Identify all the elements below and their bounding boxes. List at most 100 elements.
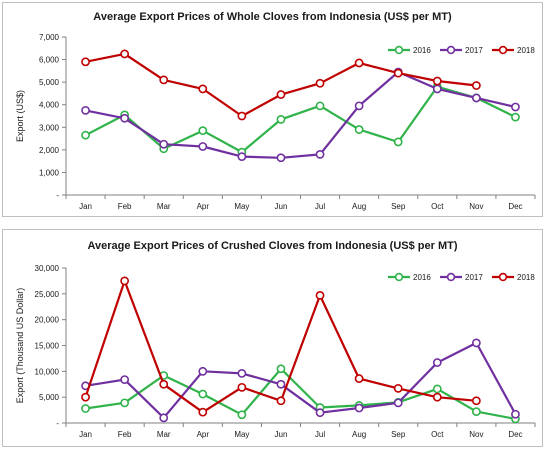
legend-label-2018: 2018	[517, 46, 535, 55]
data-point-2018	[432, 76, 442, 86]
y-tick-label: 15,000	[35, 342, 60, 351]
data-point-2018	[120, 276, 130, 286]
x-tick-label: Dec	[508, 202, 522, 211]
data-point-2017	[432, 84, 442, 94]
data-point-2016	[276, 114, 286, 124]
chart-title: Average Export Prices of Crushed Cloves …	[87, 240, 457, 252]
whole-cloves-chart-panel: Average Export Prices of Whole Cloves fr…	[2, 2, 543, 217]
y-tick-label: 6,000	[39, 56, 60, 65]
data-point-2018	[81, 57, 90, 67]
y-tick-label: 25,000	[35, 290, 60, 299]
y-tick-label: -	[56, 191, 59, 200]
x-tick-label: Sep	[391, 202, 406, 211]
x-tick-label: Mar	[157, 202, 171, 211]
data-point-2017	[276, 153, 286, 163]
data-point-2016	[198, 126, 208, 136]
x-tick-label: Apr	[197, 202, 210, 211]
legend-label-2016: 2016	[413, 46, 431, 55]
legend-label-2017: 2017	[465, 46, 483, 55]
x-tick-label: May	[234, 430, 249, 439]
legend-marker-2018	[498, 272, 508, 282]
y-tick-label: 7,000	[39, 33, 60, 42]
data-point-2017	[315, 408, 325, 418]
series-line-2018	[85, 52, 477, 118]
series-line-2017	[85, 70, 516, 159]
x-tick-label: Jan	[79, 202, 92, 211]
x-tick-label: Jan	[79, 430, 92, 439]
x-tick-label: Nov	[469, 430, 483, 439]
y-tick-label: 4,000	[39, 101, 60, 110]
x-tick-label: Jul	[315, 202, 325, 211]
data-point-2017	[237, 152, 247, 162]
y-tick-label: 5,000	[39, 393, 60, 402]
series-line-2018	[84, 279, 477, 414]
x-tick-label: Jun	[275, 430, 288, 439]
x-tick-label: Dec	[508, 430, 522, 439]
data-point-2016	[511, 112, 520, 122]
data-point-2017	[120, 375, 130, 384]
data-point-2018	[159, 379, 169, 389]
legend-marker-2018	[498, 45, 508, 55]
data-point-2018	[393, 383, 403, 393]
data-point-2017	[354, 403, 364, 413]
x-tick-label: Apr	[197, 430, 210, 439]
chart-title: Average Export Prices of Whole Cloves fr…	[93, 11, 452, 23]
y-axis-label: Export (Thousand US Dollar)	[15, 288, 25, 404]
data-point-2017	[354, 101, 364, 111]
data-point-2018	[237, 382, 247, 392]
data-point-2018	[354, 374, 364, 383]
legend-label-2018: 2018	[517, 273, 535, 282]
x-tick-label: Jul	[315, 430, 325, 439]
data-point-2016	[237, 410, 247, 420]
data-point-2017	[198, 366, 208, 376]
data-point-2016	[198, 389, 208, 399]
data-point-2018	[393, 68, 403, 78]
data-point-2018	[471, 81, 481, 90]
data-point-2017	[276, 379, 286, 389]
data-point-2017	[120, 113, 130, 123]
x-tick-label: Oct	[431, 430, 444, 439]
series-line-2016	[84, 85, 516, 154]
data-point-2016	[315, 101, 325, 111]
legend-label-2017: 2017	[465, 273, 483, 282]
data-point-2016	[120, 398, 130, 408]
data-point-2018	[315, 78, 325, 88]
data-point-2016	[276, 364, 286, 374]
y-tick-label: -	[56, 419, 59, 428]
x-tick-label: Oct	[431, 202, 444, 211]
data-point-2018	[276, 396, 286, 406]
y-tick-label: 5,000	[39, 78, 60, 87]
x-tick-label: Feb	[118, 202, 132, 211]
data-point-2017	[81, 105, 90, 115]
data-point-2018	[159, 75, 169, 85]
whole-cloves-chart: Average Export Prices of Whole Cloves fr…	[15, 11, 536, 211]
data-point-2016	[81, 404, 90, 413]
legend-marker-2016	[394, 45, 404, 55]
data-point-2016	[81, 130, 90, 140]
data-point-2016	[432, 384, 442, 394]
x-tick-label: Aug	[352, 202, 366, 211]
crushed-cloves-chart: Average Export Prices of Crushed Cloves …	[15, 240, 536, 439]
y-tick-label: 30,000	[35, 264, 60, 273]
x-tick-label: Mar	[157, 430, 171, 439]
data-point-2017	[471, 93, 481, 103]
data-point-2017	[393, 398, 403, 408]
data-point-2018	[81, 392, 90, 402]
data-point-2018	[198, 407, 208, 417]
y-tick-label: 2,000	[39, 146, 60, 155]
data-point-2018	[120, 49, 130, 59]
data-point-2016	[393, 137, 403, 147]
data-point-2018	[432, 392, 442, 402]
data-point-2017	[511, 409, 520, 419]
data-point-2018	[315, 290, 325, 300]
data-point-2017	[159, 139, 169, 149]
y-tick-label: 10,000	[35, 367, 60, 376]
x-tick-label: Aug	[352, 430, 366, 439]
data-point-2016	[354, 125, 364, 134]
series-line-2017	[85, 341, 517, 419]
y-axis-label: Export (US$)	[15, 90, 25, 142]
data-point-2017	[159, 413, 169, 423]
data-point-2017	[471, 338, 481, 348]
data-point-2017	[198, 142, 208, 151]
x-tick-label: Jun	[275, 202, 288, 211]
